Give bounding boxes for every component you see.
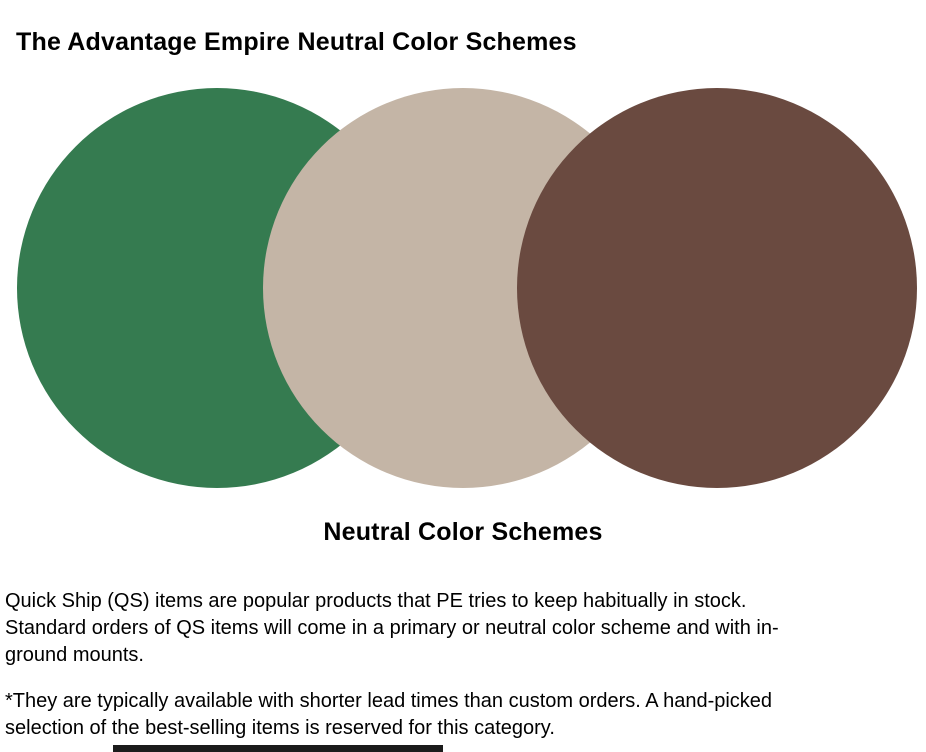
paragraph-line: Quick Ship (QS) items are popular produc… bbox=[5, 590, 747, 612]
paragraph-line: Standard orders of QS items will come in… bbox=[5, 617, 779, 639]
palette-caption: Neutral Color Schemes bbox=[323, 518, 603, 546]
brown-color-swatch bbox=[517, 88, 917, 488]
paragraph-line: *They are typically available with short… bbox=[5, 690, 773, 712]
page-title: The Advantage Empire Neutral Color Scheme… bbox=[16, 28, 577, 57]
lead-time-note-paragraph: *They are typically available with short… bbox=[5, 688, 921, 742]
quick-ship-paragraph: Quick Ship (QS) items are popular produc… bbox=[5, 588, 921, 669]
paragraph-line: selection of the best-selling items is r… bbox=[5, 717, 555, 739]
color-scheme-palette bbox=[17, 88, 917, 488]
page-title-brand: The Advantage Empire bbox=[16, 28, 290, 56]
paragraph-line: ground mounts. bbox=[5, 644, 144, 666]
clipped-next-section-bar bbox=[113, 745, 443, 752]
page-title-section: Neutral Color Schemes bbox=[297, 28, 577, 56]
